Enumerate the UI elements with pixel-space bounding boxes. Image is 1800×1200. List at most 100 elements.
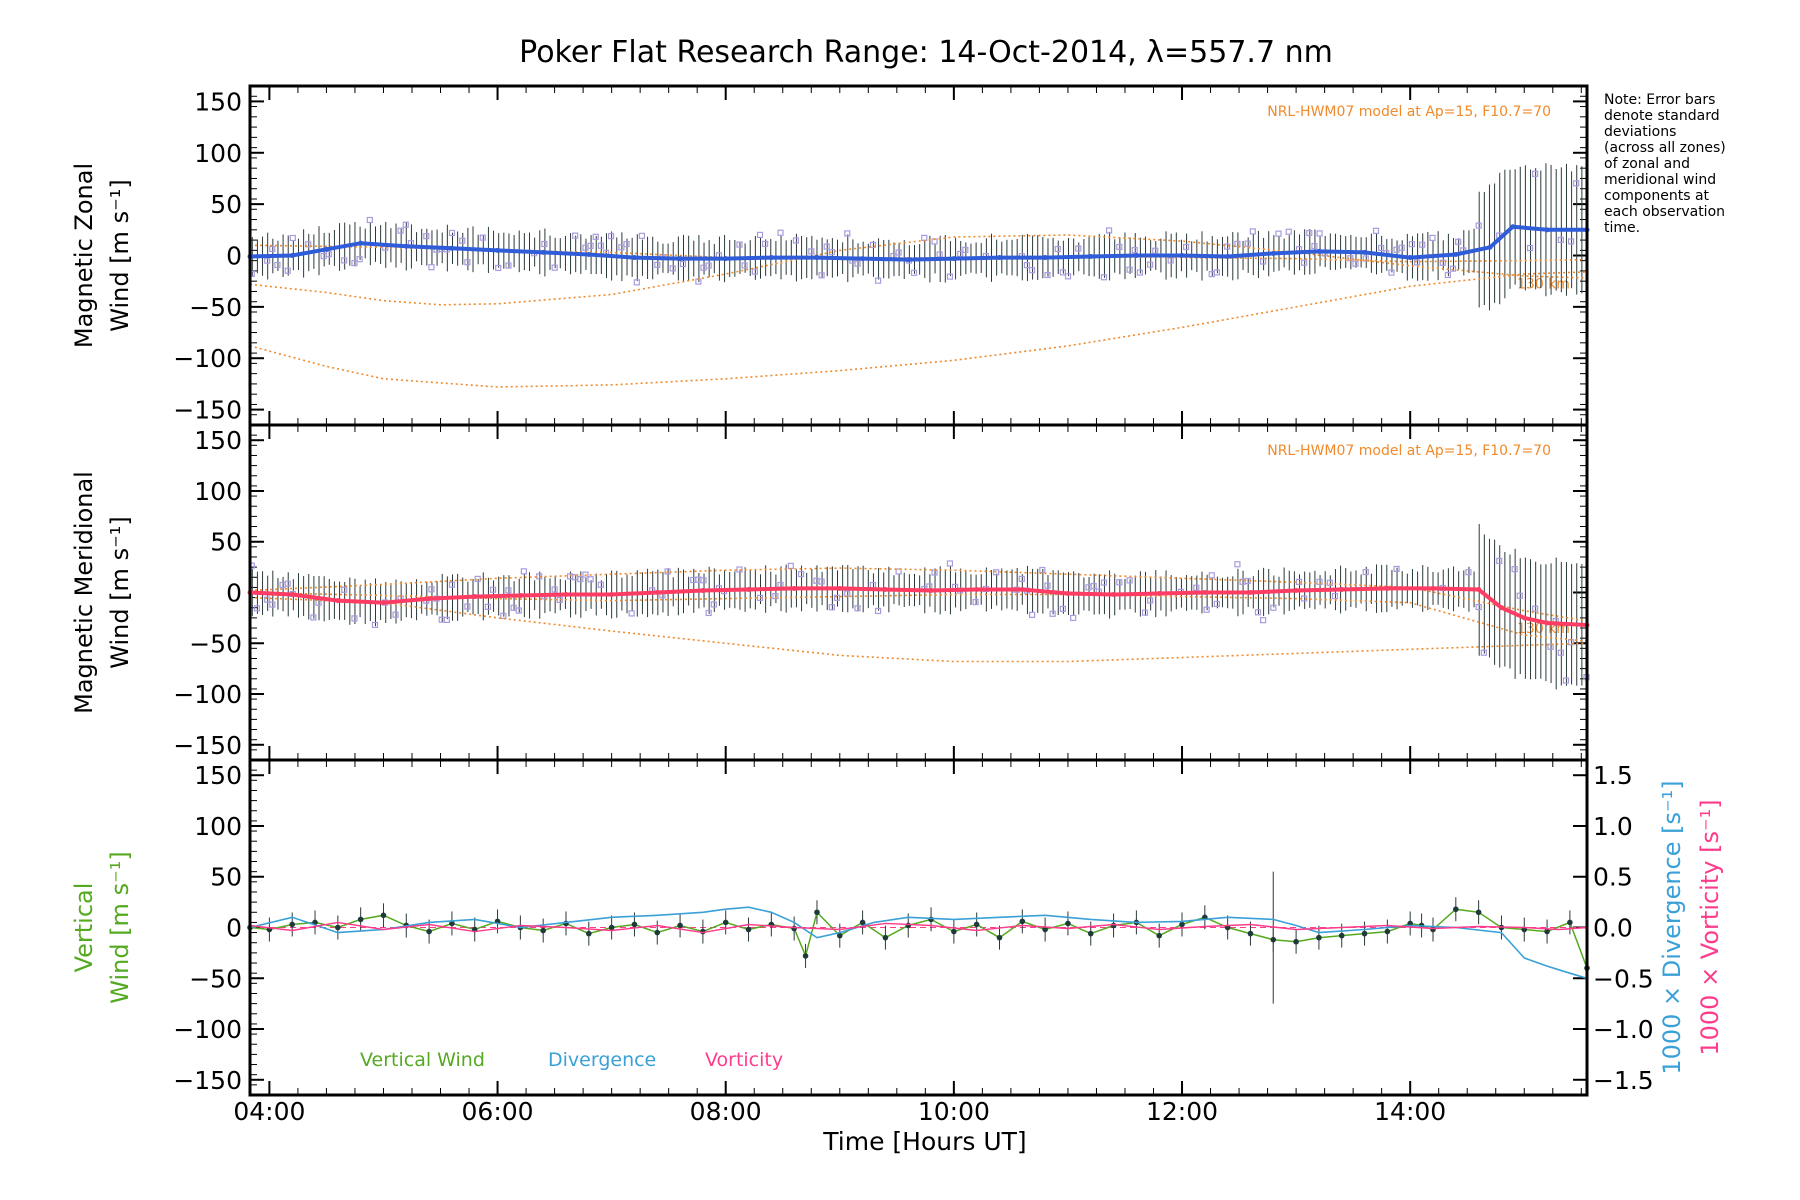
mean-wind-line [249,224,1587,262]
zone-point [1532,170,1539,177]
zone-point [484,603,492,610]
mean-wind-point [1111,592,1117,598]
zone-point [1182,243,1190,251]
x-tick-label: 04:00 [233,1097,305,1126]
zone-point [1429,234,1436,242]
vertical-wind-point [1567,919,1573,926]
mean-wind-point [837,585,843,591]
zone-point [1234,240,1241,247]
model-label: NRL-HWM07 model at Ap=15, F10.7=70 [1267,104,1551,120]
vertical-wind-point [1453,906,1459,913]
zone-point [705,262,712,269]
right-tick-label: 0.0 [1593,914,1633,943]
mean-wind-point [517,593,523,599]
zone-point [1352,260,1359,267]
zone-point [854,260,861,267]
zone-point [597,242,604,249]
mean-wind-point [472,594,478,600]
zone-point [1516,592,1523,599]
mean-wind-point [495,247,501,253]
zone-point [448,581,456,588]
mean-wind-point [323,246,329,252]
zone-point [946,560,954,567]
vertical-wind-point [1361,930,1368,937]
legend-item: Vorticity [705,1049,783,1071]
zone-point [1573,180,1580,187]
zone-point [274,261,281,269]
mean-wind-point [1316,248,1322,254]
legend-item: Vertical Wind [360,1049,485,1071]
y-tick-label: −50 [189,293,242,322]
vertical-wind-point [745,926,752,933]
zone-point [1044,582,1051,589]
zone-point [1326,579,1333,586]
mean-wind-point [335,598,341,604]
zone-point [1393,565,1400,572]
zone-point [1023,262,1031,269]
vertical-wind-point [836,932,843,939]
zone-point [489,586,497,593]
vertical-wind-point [996,934,1003,941]
vertical-wind-point [1293,938,1299,945]
mean-wind-point [1544,620,1550,626]
zone-point [669,265,676,272]
note-line: denote standard [1604,108,1720,124]
zone-point [1439,259,1446,266]
vertical-wind-point [1156,932,1163,939]
mean-wind-point [380,600,386,606]
zone-point [1126,577,1133,584]
y-tick-label: −100 [173,344,242,373]
zone-point [402,221,409,228]
vertical-wind-point [289,921,296,928]
zone-point [443,616,450,624]
zone-point [423,233,430,240]
zone-point [844,590,851,597]
zone-point [1116,243,1123,251]
mean-wind-point [791,585,797,591]
right-axis-label-divergence: 1000 × Divergence [s⁻¹] [1658,780,1686,1074]
vertical-wind-point [802,953,809,959]
vertical-wind-point [1247,930,1254,937]
y-tick-label: 50 [210,190,242,219]
zone-point [515,607,522,614]
zone-point [1496,557,1503,565]
zone-point [1388,269,1395,276]
y-tick-label: 100 [194,139,242,168]
mean-wind-point [1487,244,1493,250]
zone-point [1465,569,1472,576]
zone-point [1254,609,1262,616]
zone-point [269,601,276,608]
legend: Vertical Wind Divergence Vorticity [360,1049,783,1071]
zone-point [597,581,604,588]
y-tick-label: 0 [226,579,242,608]
mean-wind-point [289,253,295,258]
mean-wind-point [563,592,569,598]
zone-point [371,621,379,629]
zone-point [1213,269,1220,276]
zone-point [756,231,764,239]
zone-point [1044,271,1051,279]
note-line: Note: Error bars [1604,92,1715,108]
y-axis-label-line2: Wind [m s⁻¹] [106,179,134,331]
zone-point [1059,605,1066,612]
zone-point [587,576,594,583]
y-axis-label-line1: Vertical [70,883,98,973]
vertical-wind-point [677,922,683,929]
zone-point [1275,230,1282,237]
vertical-wind-point [540,927,546,934]
zone-point [428,264,435,271]
zone-point [284,580,291,587]
divergence-line [249,906,1588,980]
y-tick-label: −150 [173,731,242,760]
zone-point [1259,258,1267,265]
zone-point [777,229,784,236]
zone-point [957,250,964,258]
zone-point [551,264,558,271]
zone-point [762,240,769,247]
zone-point [397,227,404,234]
zone-point [792,237,800,244]
zone-point [705,609,712,617]
y-tick-label: −50 [189,964,242,993]
note-line: (across all zones) [1604,140,1726,156]
